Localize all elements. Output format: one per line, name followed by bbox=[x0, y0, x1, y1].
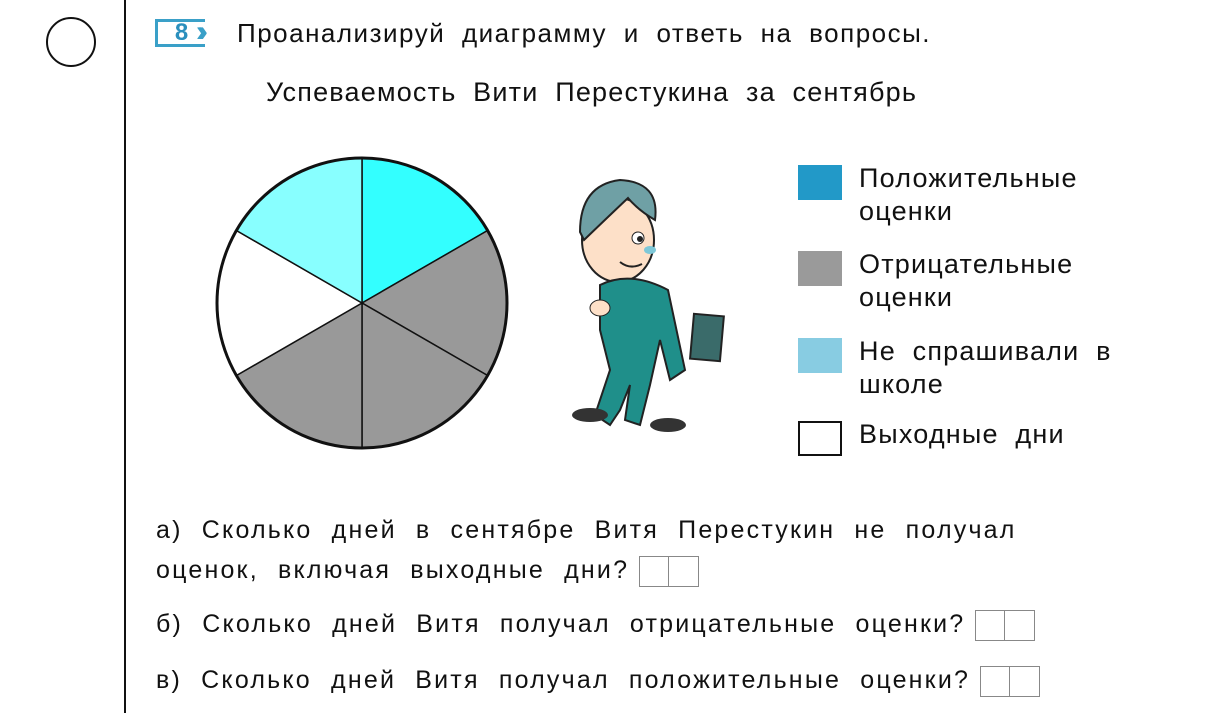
pie-outline bbox=[215, 156, 509, 450]
question-text: в) Сколько дней Витя получал положительн… bbox=[156, 666, 971, 694]
legend-label: Положительные оценки bbox=[859, 163, 1078, 226]
legend-item-negative: Отрицательные оценки bbox=[798, 248, 1119, 314]
question-text: б) Сколько дней Витя получал отрицательн… bbox=[156, 610, 966, 638]
chart-title: Успеваемость Вити Перестукина за сентябр… bbox=[266, 77, 918, 107]
answer-box[interactable] bbox=[639, 555, 700, 587]
legend-swatch bbox=[798, 165, 842, 200]
question-a: а) Сколько дней в сентябре Витя Перестук… bbox=[156, 510, 1017, 590]
legend-swatch bbox=[798, 421, 842, 456]
boy-illustration bbox=[572, 178, 725, 432]
question-c: в) Сколько дней Витя получал положительн… bbox=[156, 660, 1041, 700]
question-b: б) Сколько дней Витя получал отрицательн… bbox=[156, 604, 1036, 644]
score-circle bbox=[46, 17, 96, 67]
legend-label: Отрицательные оценки bbox=[859, 249, 1074, 312]
legend-label: Выходные дни bbox=[859, 419, 1065, 449]
answer-box[interactable] bbox=[975, 609, 1036, 641]
task-instruction: Проанализируй диаграмму и ответь на вопр… bbox=[237, 18, 932, 48]
pie-chart bbox=[215, 156, 509, 450]
legend-swatch bbox=[798, 338, 842, 373]
answer-box[interactable] bbox=[980, 665, 1041, 697]
question-text: а) Сколько дней в сентябре Витя Перестук… bbox=[156, 516, 1017, 544]
legend-item-weekends: Выходные дни bbox=[798, 418, 1119, 456]
legend-item-not-asked: Не спрашивали в школе bbox=[798, 335, 1119, 401]
margin-divider bbox=[124, 0, 126, 713]
task-number: 8 bbox=[155, 19, 205, 47]
chevron-right-icon: ›› bbox=[196, 15, 208, 48]
legend-item-positive: Положительные оценки bbox=[798, 162, 1119, 228]
legend-swatch bbox=[798, 251, 842, 286]
question-text: оценок, включая выходные дни? bbox=[156, 556, 630, 584]
legend-label: Не спрашивали в школе bbox=[859, 336, 1112, 399]
